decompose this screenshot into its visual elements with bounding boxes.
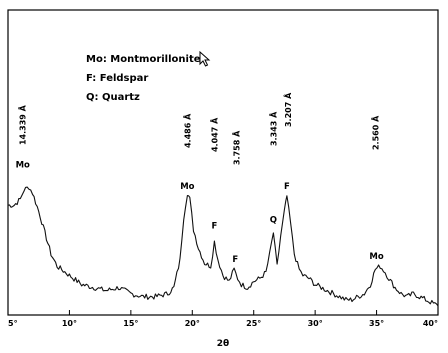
mouse-cursor-icon	[199, 50, 211, 67]
plot-frame	[7, 9, 439, 316]
d-spacing-label: 3.343 Å	[268, 111, 278, 146]
x-tick-label: 30°	[308, 319, 323, 328]
d-spacing-label: 3.758 Å	[232, 130, 242, 165]
x-tick-label: 25°	[246, 319, 261, 328]
diffraction-line	[7, 186, 439, 307]
d-spacing-label: 2.560 Å	[370, 115, 380, 150]
x-tick-label: 35°	[369, 319, 384, 328]
x-tick-label: 20°	[185, 319, 200, 328]
x-tick-label: 10°	[62, 319, 77, 328]
legend-item-montmorillonite: Mo: Montmorillonite	[86, 54, 201, 65]
peak-label: F	[284, 182, 290, 192]
x-tick-label: 5°	[8, 319, 18, 328]
d-spacing-labels: 14.339 Å 4.486 Å 4.047 Å 3.758 Å 3.343 Å 3.20…	[18, 92, 381, 165]
d-spacing-label: 4.486 Å	[182, 113, 192, 148]
legend: Mo: Montmorillonite F: Feldspar Q: Quart…	[86, 54, 201, 103]
d-spacing-label: 14.339 Å	[18, 104, 28, 145]
peak-label: Mo	[180, 182, 194, 192]
x-tick-label: 15°	[123, 319, 138, 328]
x-tick-label: 40°	[423, 319, 438, 328]
peak-label: Q	[270, 216, 277, 226]
peak-label: Mo	[369, 252, 383, 262]
d-spacing-label: 3.207 Å	[283, 92, 293, 127]
x-axis-label: 2θ	[217, 339, 229, 349]
peak-label: F	[232, 255, 238, 265]
peak-labels: Mo Mo F F Q F Mo	[16, 161, 384, 266]
d-spacing-label: 4.047 Å	[209, 117, 219, 152]
x-axis: 5° 10° 15° 20° 25° 30° 35° 40°	[7, 310, 439, 328]
diffraction-trace	[7, 186, 439, 307]
peak-label: Mo	[16, 161, 30, 171]
legend-item-quartz: Q: Quartz	[86, 92, 140, 103]
peak-label: F	[211, 222, 217, 232]
legend-item-feldspar: F: Feldspar	[86, 73, 148, 84]
